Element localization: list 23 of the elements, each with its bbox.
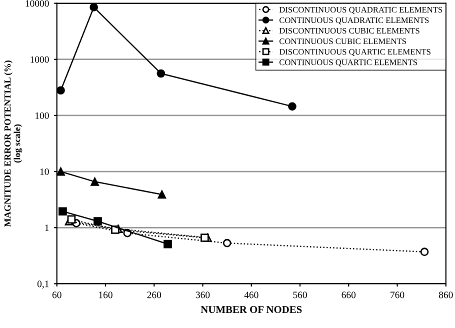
legend-label: CONTINUOUS QUADRATIC ELEMENTS: [279, 17, 429, 24]
y-axis-title: MAGNITUDE ERROR POTENTIAL (%) (log scale): [4, 60, 22, 227]
y-tick-label: 10000: [26, 0, 49, 7]
legend-label: DISCONTINUOUS QUADRATIC ELEMENTS: [279, 6, 442, 14]
x-tick-label: 860: [438, 292, 453, 298]
x-tick-label: 560: [293, 292, 307, 298]
y-tick-label: 0,1: [37, 280, 49, 289]
legend-label: CONTINUOUS CUBIC ELEMENTS: [279, 38, 406, 44]
x-tick-label: 760: [390, 292, 404, 298]
x-tick-label: 160: [99, 292, 112, 298]
x-tick-label: 260: [147, 292, 162, 298]
legend-label: DISCONTINUOUS CUBIC ELEMENTS: [279, 28, 420, 34]
x-tick-label: 660: [342, 292, 356, 298]
y-tick-label: 100: [36, 112, 49, 119]
legend-label: DISCONTINUOUS QUARTIC ELEMENTS: [279, 49, 430, 56]
x-axis-title: NUMBER OF NODES: [200, 306, 302, 314]
y-tick-label: 1000: [30, 56, 49, 63]
y-tick-label: 10: [40, 168, 49, 176]
x-tick-label: 460: [244, 292, 258, 298]
x-tick-label: 360: [196, 292, 210, 298]
y-tick-label: 1: [45, 224, 49, 232]
legend-label: CONTINUOUS QUARTIC ELEMENTS: [279, 60, 418, 66]
x-tick-label: 60: [52, 292, 62, 298]
